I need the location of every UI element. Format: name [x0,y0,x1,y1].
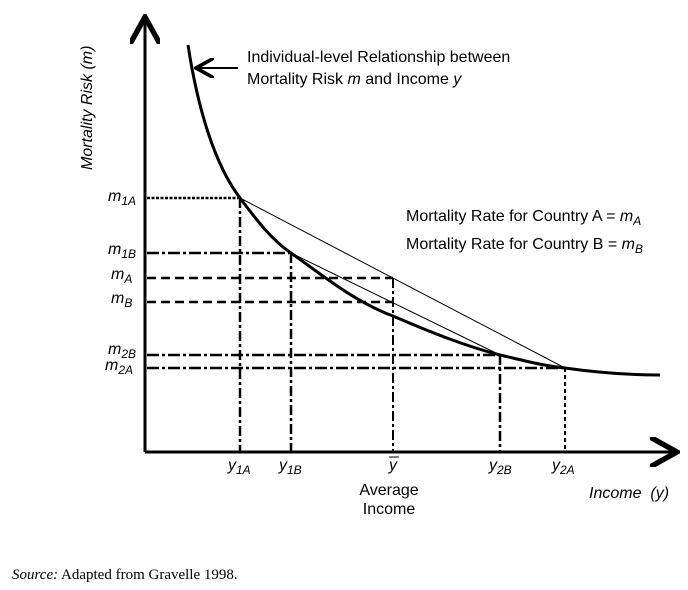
average-income-line1: Average [359,482,418,499]
x-axis-label: Income (y) [589,485,669,502]
x-tick-y2a: y2A [551,457,575,477]
mortality-income-curve [186,44,661,377]
y-tick-mb: mB [111,290,132,310]
x-tick-y1a: y1A [227,457,251,477]
annotation-line1: Individual-level Relationship between [247,49,510,66]
y-tick-m2b: m2B [108,341,136,361]
legend-country-b: Mortality Rate for Country B = mB [406,236,643,256]
x-tick-ybar: y [388,457,398,474]
annotation-line2: Mortality Risk m and Income y [247,71,462,88]
country-a-chord [239,197,566,369]
y-tick-ma: mA [111,266,132,286]
source-label: Source: [12,567,59,583]
average-income-line2: Income [363,501,416,518]
y-tick-m1b: m1B [108,241,136,261]
y-tick-m2a: m2A [105,357,133,377]
legend-country-a: Mortality Rate for Country A = mA [406,208,641,228]
y-axis-label: Mortality Risk (m) [79,46,96,170]
source-text: Adapted from Gravelle 1998. [58,567,238,583]
country-b-chord [290,252,501,356]
source-note: Source: Adapted from Gravelle 1998. [12,567,238,584]
y-tick-m1a: m1A [108,188,136,208]
x-tick-y1b: y1B [278,457,302,477]
x-tick-y2b: y2B [488,457,512,477]
